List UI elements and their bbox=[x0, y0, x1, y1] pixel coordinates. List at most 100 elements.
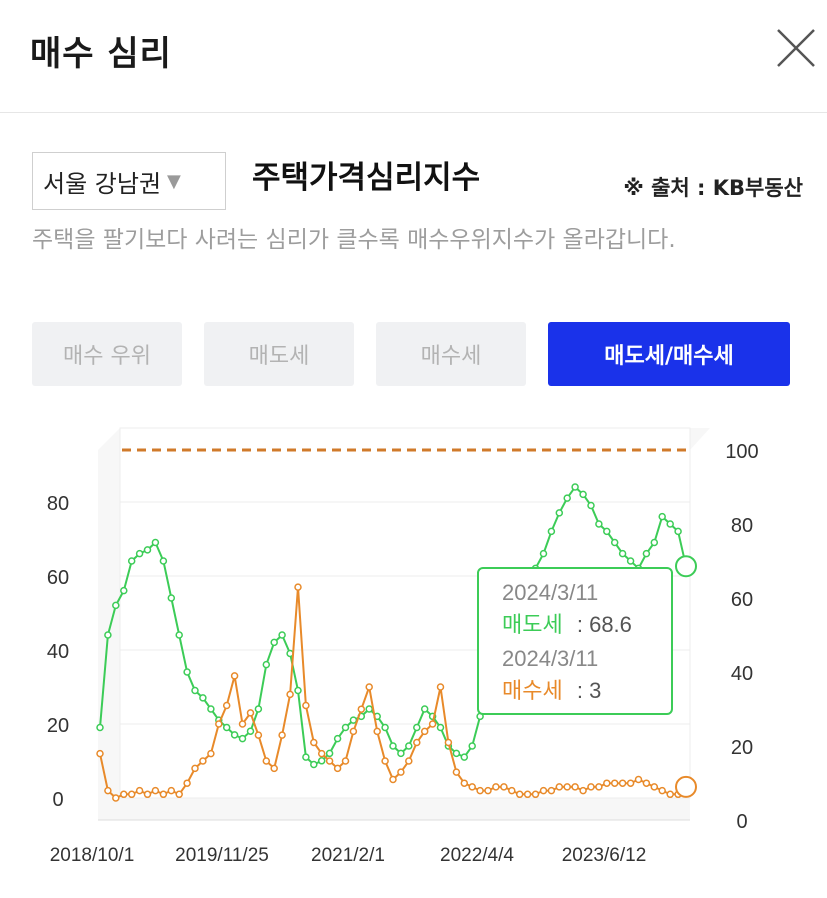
buy-point bbox=[254, 731, 263, 739]
y-right-tick-label: 60 bbox=[731, 589, 753, 611]
x-tick-label: 2021/2/1 bbox=[311, 845, 385, 866]
x-tick-label: 2022/4/4 bbox=[440, 845, 514, 866]
x-tick-label: 2023/6/12 bbox=[562, 845, 647, 866]
tab-buy-dominance[interactable]: 매수 우위 bbox=[32, 322, 182, 386]
region-select-value: 서울 강남권 bbox=[43, 169, 162, 198]
sell-point bbox=[104, 631, 112, 639]
buy-point bbox=[381, 757, 389, 765]
buy-point bbox=[215, 720, 223, 728]
buy-point bbox=[452, 768, 461, 776]
tab-sell-buy[interactable]: 매도세/매수세 bbox=[548, 322, 790, 386]
sell-point bbox=[120, 586, 128, 595]
y-right-tick-label: 100 bbox=[725, 441, 758, 463]
buy-point-highlight bbox=[675, 775, 697, 798]
buy-point bbox=[341, 757, 350, 765]
sell-point bbox=[642, 549, 651, 558]
buy-point bbox=[436, 683, 445, 691]
tooltip-buy-value: : 3 bbox=[577, 678, 601, 703]
buy-point bbox=[642, 779, 651, 787]
buy-point bbox=[618, 779, 627, 787]
sell-point bbox=[135, 549, 144, 558]
tooltip-box bbox=[477, 567, 673, 715]
buy-point bbox=[183, 779, 191, 787]
buy-point bbox=[349, 727, 358, 736]
buy-point bbox=[515, 790, 524, 799]
tooltip: 2024/3/11 매도세 : 68.6 2024/3/11 매수세 : 3 bbox=[477, 567, 673, 715]
sell-point bbox=[302, 753, 310, 761]
sell-point bbox=[310, 760, 318, 769]
y-left-tick-label: 20 bbox=[47, 715, 69, 737]
sell-point bbox=[460, 753, 469, 761]
buy-point bbox=[579, 786, 587, 795]
close-icon bbox=[777, 29, 815, 67]
buy-point bbox=[151, 786, 160, 795]
buy-point bbox=[508, 786, 516, 795]
buy-point bbox=[389, 775, 397, 784]
sell-point bbox=[389, 742, 397, 750]
y-right-tick-label: 80 bbox=[731, 515, 753, 537]
sell-point bbox=[563, 494, 571, 502]
sell-point bbox=[183, 668, 191, 676]
buy-point bbox=[658, 786, 666, 795]
buy-point bbox=[302, 701, 310, 710]
buy-point bbox=[207, 749, 215, 758]
sell-point bbox=[175, 631, 183, 639]
buy-point bbox=[317, 749, 326, 758]
region-select[interactable]: 서울 강남권 ▼ bbox=[32, 152, 226, 210]
buy-point bbox=[230, 672, 239, 680]
buy-point bbox=[603, 779, 611, 787]
buy-point bbox=[167, 786, 176, 795]
sell-point bbox=[674, 527, 682, 536]
sell-point bbox=[230, 731, 239, 739]
sell-point bbox=[341, 723, 350, 732]
sell-point bbox=[246, 727, 255, 735]
sell-point bbox=[199, 694, 207, 702]
buy-point bbox=[373, 727, 381, 736]
buy-point bbox=[357, 705, 366, 713]
sell-point bbox=[405, 742, 413, 750]
buy-point bbox=[492, 783, 500, 791]
sell-point bbox=[278, 631, 286, 639]
caret-down-icon: ▼ bbox=[167, 170, 181, 192]
tooltip-buy-row: 매수세 : 3 bbox=[502, 678, 601, 703]
x-tick-label: 2019/11/25 bbox=[175, 845, 269, 866]
sell-point bbox=[270, 638, 278, 647]
buy-point bbox=[420, 727, 429, 736]
buy-point bbox=[476, 786, 484, 795]
buy-point bbox=[468, 783, 476, 791]
sell-point bbox=[381, 723, 389, 732]
sell-point bbox=[349, 716, 358, 724]
sell-point bbox=[610, 538, 619, 547]
sell-point bbox=[420, 705, 429, 713]
buy-point bbox=[325, 757, 334, 765]
buy-point bbox=[444, 738, 453, 747]
buy-point bbox=[539, 786, 548, 795]
close-button[interactable] bbox=[774, 26, 818, 70]
tooltip-sell-value: : 68.6 bbox=[577, 612, 632, 637]
y-right-tick-label: 0 bbox=[736, 811, 747, 833]
index-title: 주택가격심리지수 bbox=[252, 160, 481, 196]
buy-point bbox=[333, 764, 342, 773]
tab-buy[interactable]: 매수세 bbox=[376, 322, 526, 386]
sell-point bbox=[436, 723, 445, 732]
y-left-tick-label: 0 bbox=[52, 789, 63, 811]
sell-point bbox=[595, 520, 603, 528]
sell-point bbox=[397, 749, 405, 758]
sell-point bbox=[413, 723, 421, 732]
sell-point bbox=[365, 705, 373, 713]
buy-point bbox=[112, 794, 120, 802]
sell-point bbox=[452, 749, 461, 758]
buy-point bbox=[135, 786, 144, 795]
buy-point bbox=[175, 790, 183, 799]
sell-point bbox=[294, 686, 302, 695]
tab-sell[interactable]: 매도세 bbox=[204, 322, 354, 386]
buy-point bbox=[262, 757, 271, 765]
sell-point bbox=[658, 512, 666, 521]
sell-point bbox=[112, 601, 120, 610]
sell-point bbox=[191, 686, 199, 695]
sell-point bbox=[143, 546, 152, 554]
sell-point bbox=[317, 757, 326, 765]
buy-point bbox=[246, 709, 255, 717]
buy-point bbox=[143, 790, 152, 799]
sell-point bbox=[547, 527, 556, 536]
